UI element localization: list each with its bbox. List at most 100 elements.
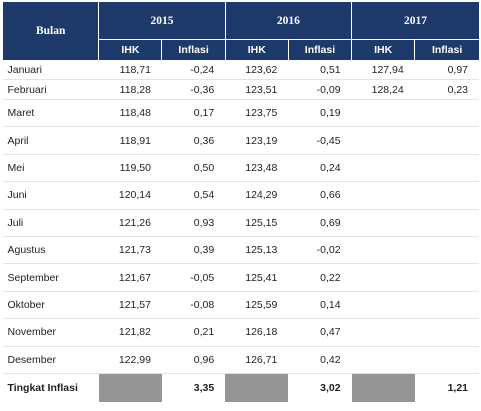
inflasi-cell-2016: 0,14 <box>288 291 352 320</box>
inflasi-cell-2017 <box>414 236 479 265</box>
inflasi-cell-2016: 0,19 <box>288 99 352 128</box>
month-cell: Februari <box>2 79 99 100</box>
ihk-cell-2016: 123,75 <box>225 99 289 128</box>
ihk-cell-2017: 128,24 <box>351 79 415 100</box>
ihk-cell-2016: 125,15 <box>225 209 289 237</box>
inflasi-cell-2016: 0,51 <box>288 60 352 80</box>
inflasi-cell-2015: 0,96 <box>161 346 226 374</box>
table-row: April 118,91 0,36 123,19 -0,45 <box>2 126 479 155</box>
inflasi-cell-2015: -0,36 <box>161 79 226 100</box>
ihk-cell-2015: 118,91 <box>98 126 162 155</box>
inflasi-cell-2015: -0,05 <box>161 263 226 292</box>
inflasi-cell-2016: 0,69 <box>288 209 352 237</box>
ihk-cell-2016: 125,13 <box>225 236 289 265</box>
ihk-cell-2015: 119,50 <box>98 154 162 183</box>
inflasi-cell-2017 <box>414 346 479 374</box>
inflasi-cell-2017 <box>414 209 479 237</box>
inflasi-cell-2015: 0,39 <box>161 236 226 265</box>
inflasi-cell-2015: -0,08 <box>161 291 226 320</box>
ihk-cell-2016: 125,59 <box>225 291 289 320</box>
inflasi-header-2016: Inflasi <box>287 39 352 60</box>
ihk-header-2016: IHK <box>224 39 289 60</box>
ihk-cell-2015: 118,71 <box>98 60 162 80</box>
year-header-2017: 2017 <box>351 2 479 40</box>
month-cell: Maret <box>2 99 99 128</box>
inflasi-cell-2015: -0,24 <box>161 60 226 80</box>
ihk-header-2015: IHK <box>98 39 162 60</box>
ihk-cell-2015: 121,67 <box>98 263 162 292</box>
ihk-cell-2016: 123,62 <box>225 60 289 80</box>
month-cell: Mei <box>2 154 99 183</box>
total-inflasi-2017: 1,21 <box>414 372 479 402</box>
ihk-cell-2015: 121,82 <box>98 318 162 347</box>
month-cell: November <box>2 318 99 347</box>
ihk-cell-2015: 121,73 <box>98 236 162 265</box>
subheader-row: IHK Inflasi IHK Inflasi IHK Inflasi <box>3 39 479 60</box>
inflasi-cell-2017 <box>414 291 479 320</box>
inflasi-cell-2016: -0,45 <box>288 126 352 155</box>
inflasi-cell-2016: 0,22 <box>288 263 352 292</box>
ihk-cell-2017 <box>351 126 415 155</box>
inflasi-cell-2017 <box>414 126 479 155</box>
total-ihk-shaded-2016 <box>225 372 289 402</box>
ihk-cell-2015: 118,48 <box>98 99 162 128</box>
table-row: Juli 121,26 0,93 125,15 0,69 <box>2 209 479 237</box>
inflasi-cell-2015: 0,36 <box>161 126 226 155</box>
inflasi-header-2015: Inflasi <box>161 39 226 60</box>
total-label: Tingkat Inflasi <box>2 372 99 402</box>
ihk-cell-2015: 121,26 <box>98 209 162 237</box>
inflasi-header-2017: Inflasi <box>414 39 479 60</box>
ihk-cell-2017 <box>351 236 415 265</box>
total-ihk-shaded-2017 <box>351 372 415 402</box>
ihk-cell-2016: 123,48 <box>225 154 289 183</box>
inflasi-cell-2016: -0,02 <box>288 236 352 265</box>
year-header-2016: 2016 <box>224 2 352 40</box>
inflasi-cell-2015: 0,93 <box>161 209 226 237</box>
inflasi-cell-2017 <box>414 318 479 347</box>
ihk-cell-2017 <box>351 99 415 128</box>
inflasi-cell-2015: 0,50 <box>161 154 226 183</box>
year-header-row: Bulan 2015 2016 2017 <box>1 2 479 60</box>
inflasi-cell-2016: 0,24 <box>288 154 352 183</box>
ihk-cell-2017 <box>351 263 415 292</box>
ihk-cell-2015: 120,14 <box>98 181 162 210</box>
table-header: Bulan 2015 2016 2017 IHK Inflasi IHK Inf… <box>1 2 479 60</box>
inflasi-cell-2016: 0,42 <box>288 346 352 374</box>
inflasi-cell-2017 <box>414 99 479 128</box>
month-cell: Agustus <box>2 236 99 265</box>
ihk-cell-2015: 122,99 <box>98 346 162 374</box>
table-row: September 121,67 -0,05 125,41 0,22 <box>2 263 479 292</box>
inflasi-cell-2016: -0,09 <box>288 79 352 100</box>
inflasi-cell-2016: 0,47 <box>288 318 352 347</box>
table-row: Februari 118,28 -0,36 123,51 -0,09 128,24 0,23 <box>2 79 479 100</box>
ihk-cell-2017 <box>351 181 415 210</box>
table-body: Januari 118,71 -0,24 123,62 0,51 127,94 0,97 Fe… <box>2 60 479 402</box>
inflasi-cell-2015: 0,17 <box>161 99 226 128</box>
month-cell: April <box>2 126 99 155</box>
inflasi-cell-2017: 0,23 <box>414 79 479 100</box>
table-row: November 121,82 0,21 126,18 0,47 <box>2 318 479 347</box>
ihk-cell-2016: 125,41 <box>225 263 289 292</box>
inflasi-cell-2017: 0,97 <box>414 60 479 80</box>
ihk-cell-2017: 127,94 <box>351 60 415 80</box>
ihk-cell-2015: 121,57 <box>98 291 162 320</box>
inflasi-cell-2017 <box>414 263 479 292</box>
inflasi-cell-2017 <box>414 181 479 210</box>
ihk-cell-2015: 118,28 <box>98 79 162 100</box>
table-row: Oktober 121,57 -0,08 125,59 0,14 <box>2 291 479 320</box>
month-cell: Desember <box>2 346 99 374</box>
ihk-cell-2016: 124,29 <box>225 181 289 210</box>
month-cell: September <box>2 263 99 292</box>
ihk-cell-2016: 126,18 <box>225 318 289 347</box>
total-inflasi-2015: 3,35 <box>161 372 226 402</box>
ihk-cell-2017 <box>351 209 415 237</box>
inflasi-cell-2016: 0,66 <box>288 181 352 210</box>
table-row: Mei 119,50 0,50 123,48 0,24 <box>2 154 479 183</box>
inflasi-cell-2017 <box>414 154 479 183</box>
month-column-header: Bulan <box>1 2 99 60</box>
year-header-2015: 2015 <box>98 2 226 40</box>
table-row: Maret 118,48 0,17 123,75 0,19 <box>2 99 479 128</box>
inflation-table: Bulan 2015 2016 2017 IHK Inflasi IHK Inf… <box>1 2 479 402</box>
ihk-header-2017: IHK <box>351 39 415 60</box>
ihk-cell-2016: 123,19 <box>225 126 289 155</box>
